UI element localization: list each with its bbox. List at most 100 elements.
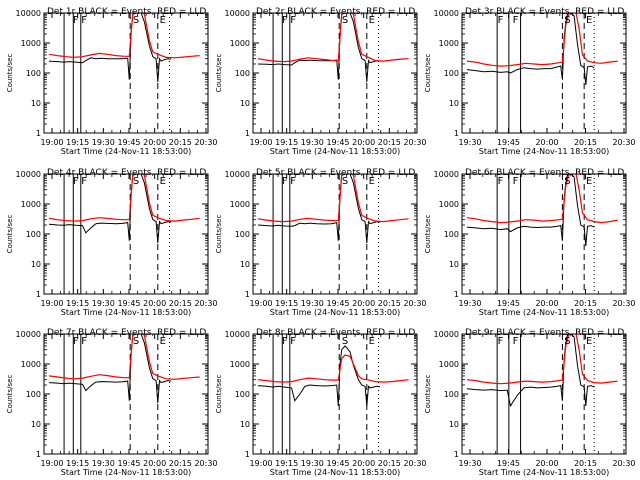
events-series-line [466, 13, 595, 85]
x-tick-label: 20:15 [378, 138, 401, 147]
y-tick-label: 100 [444, 390, 459, 399]
y-tick-label: 1000 [439, 39, 459, 48]
x-tick-label: 19:30 [301, 459, 324, 468]
panel-title: Det 8r BLACK = Events, RED = LLD [256, 328, 415, 338]
x-tick-label: 20:30 [612, 299, 635, 308]
x-tick-label: 20:15 [169, 138, 192, 147]
y-tick-label: 10000 [434, 170, 459, 179]
y-tick-label: 10000 [225, 330, 250, 339]
y-tick-label: 100 [235, 69, 250, 78]
lld-series-line [48, 174, 200, 222]
flag-letter: E [160, 336, 166, 347]
y-tick-label: 1000 [21, 39, 41, 48]
x-tick-label: 19:30 [458, 459, 481, 468]
y-axis-label: Counts/sec [215, 215, 223, 254]
x-tick-label: 20:30 [403, 299, 426, 308]
flag-letter: S [342, 15, 348, 26]
y-tick-label: 1000 [439, 200, 459, 209]
x-tick-label: 19:30 [92, 138, 115, 147]
flag-letter: F [81, 176, 87, 187]
flag-letter: F [73, 176, 79, 187]
lld-series-line [48, 13, 200, 59]
x-axis-label: Start Time (24-Nov-11 18:53:00) [479, 308, 609, 317]
x-tick-label: 19:00 [249, 138, 272, 147]
events-series-line [466, 174, 595, 246]
x-tick-label: 19:00 [249, 299, 272, 308]
y-axis-label: Counts/sec [424, 215, 432, 254]
detector-panel-9: Det 9r BLACK = Events, RED = LLD Counts/s… [424, 328, 636, 477]
y-tick-label: 10 [240, 420, 250, 429]
y-tick-label: 1000 [230, 39, 250, 48]
panel-title: Det 2r BLACK = Events, RED = LLD [256, 7, 415, 17]
x-tick-label: 19:00 [40, 138, 63, 147]
flag-letter: S [564, 336, 570, 347]
x-tick-label: 19:15 [66, 299, 89, 308]
events-series-line [257, 13, 381, 83]
x-tick-label: 20:15 [378, 459, 401, 468]
lld-series-line [257, 174, 409, 223]
flag-letter: F [290, 15, 296, 26]
x-tick-label: 19:45 [117, 138, 140, 147]
detector-panel-7: Det 7r BLACK = Events, RED = LLD Counts/s… [6, 328, 218, 477]
x-axis-label: Start Time (24-Nov-11 18:53:00) [61, 468, 191, 477]
x-tick-label: 20:15 [169, 459, 192, 468]
x-tick-label: 19:45 [497, 138, 520, 147]
x-tick-label: 20:30 [612, 138, 635, 147]
x-tick-label: 20:30 [194, 138, 217, 147]
lld-series-line [257, 13, 409, 63]
y-tick-label: 1 [454, 129, 459, 138]
detector-panel-3: Det 3r BLACK = Events, RED = LLD Counts/s… [424, 7, 636, 156]
x-tick-label: 20:30 [194, 459, 217, 468]
x-tick-label: 20:30 [403, 459, 426, 468]
x-axis-label: Start Time (24-Nov-11 18:53:00) [270, 147, 400, 156]
y-tick-label: 10 [31, 99, 41, 108]
x-tick-label: 20:00 [352, 459, 375, 468]
y-axis-label: Counts/sec [6, 54, 14, 93]
events-series-line [257, 345, 381, 406]
x-tick-label: 19:15 [66, 459, 89, 468]
y-tick-label: 100 [26, 69, 41, 78]
plot-frame [252, 333, 418, 455]
flag-letter: E [369, 176, 375, 187]
y-axis-label: Counts/sec [215, 375, 223, 414]
x-tick-label: 19:15 [275, 138, 298, 147]
plot-frame [43, 173, 209, 295]
y-tick-label: 1 [245, 290, 250, 299]
flag-letter: E [586, 176, 592, 187]
flag-letter: S [133, 176, 139, 187]
x-tick-label: 20:00 [143, 299, 166, 308]
detector-panel-1: Det 1r BLACK = Events, RED = LLD Counts/s… [6, 7, 218, 156]
y-tick-label: 1 [36, 290, 41, 299]
y-tick-label: 1 [245, 450, 250, 459]
events-series-line [48, 334, 172, 404]
flag-letter: F [498, 336, 504, 347]
detector-panel-6: Det 6r BLACK = Events, RED = LLD Counts/s… [424, 168, 636, 317]
y-tick-label: 1000 [230, 200, 250, 209]
panel-title: Det 9r BLACK = Events, RED = LLD [465, 328, 624, 338]
flag-letter: F [498, 15, 504, 26]
flag-letter: F [81, 15, 87, 26]
y-tick-label: 1 [245, 129, 250, 138]
plot-frame [461, 333, 627, 455]
x-tick-label: 20:00 [535, 459, 558, 468]
y-tick-label: 1000 [21, 200, 41, 209]
flag-letter: F [513, 176, 519, 187]
x-tick-label: 19:45 [117, 299, 140, 308]
y-tick-label: 100 [26, 390, 41, 399]
y-tick-label: 100 [444, 230, 459, 239]
panel-title: Det 5r BLACK = Events, RED = LLD [256, 168, 415, 178]
x-axis-label: Start Time (24-Nov-11 18:53:00) [270, 468, 400, 477]
flag-letter: F [290, 176, 296, 187]
y-tick-label: 100 [444, 69, 459, 78]
flag-letter: F [282, 336, 288, 347]
y-tick-label: 10000 [434, 330, 459, 339]
x-tick-label: 19:00 [249, 459, 272, 468]
y-axis-label: Counts/sec [424, 375, 432, 414]
x-tick-label: 19:45 [497, 459, 520, 468]
plot-frame [43, 12, 209, 134]
x-tick-label: 19:45 [497, 299, 520, 308]
x-tick-label: 19:00 [40, 459, 63, 468]
y-tick-label: 1 [36, 129, 41, 138]
x-tick-label: 20:00 [143, 138, 166, 147]
x-tick-label: 20:00 [352, 299, 375, 308]
